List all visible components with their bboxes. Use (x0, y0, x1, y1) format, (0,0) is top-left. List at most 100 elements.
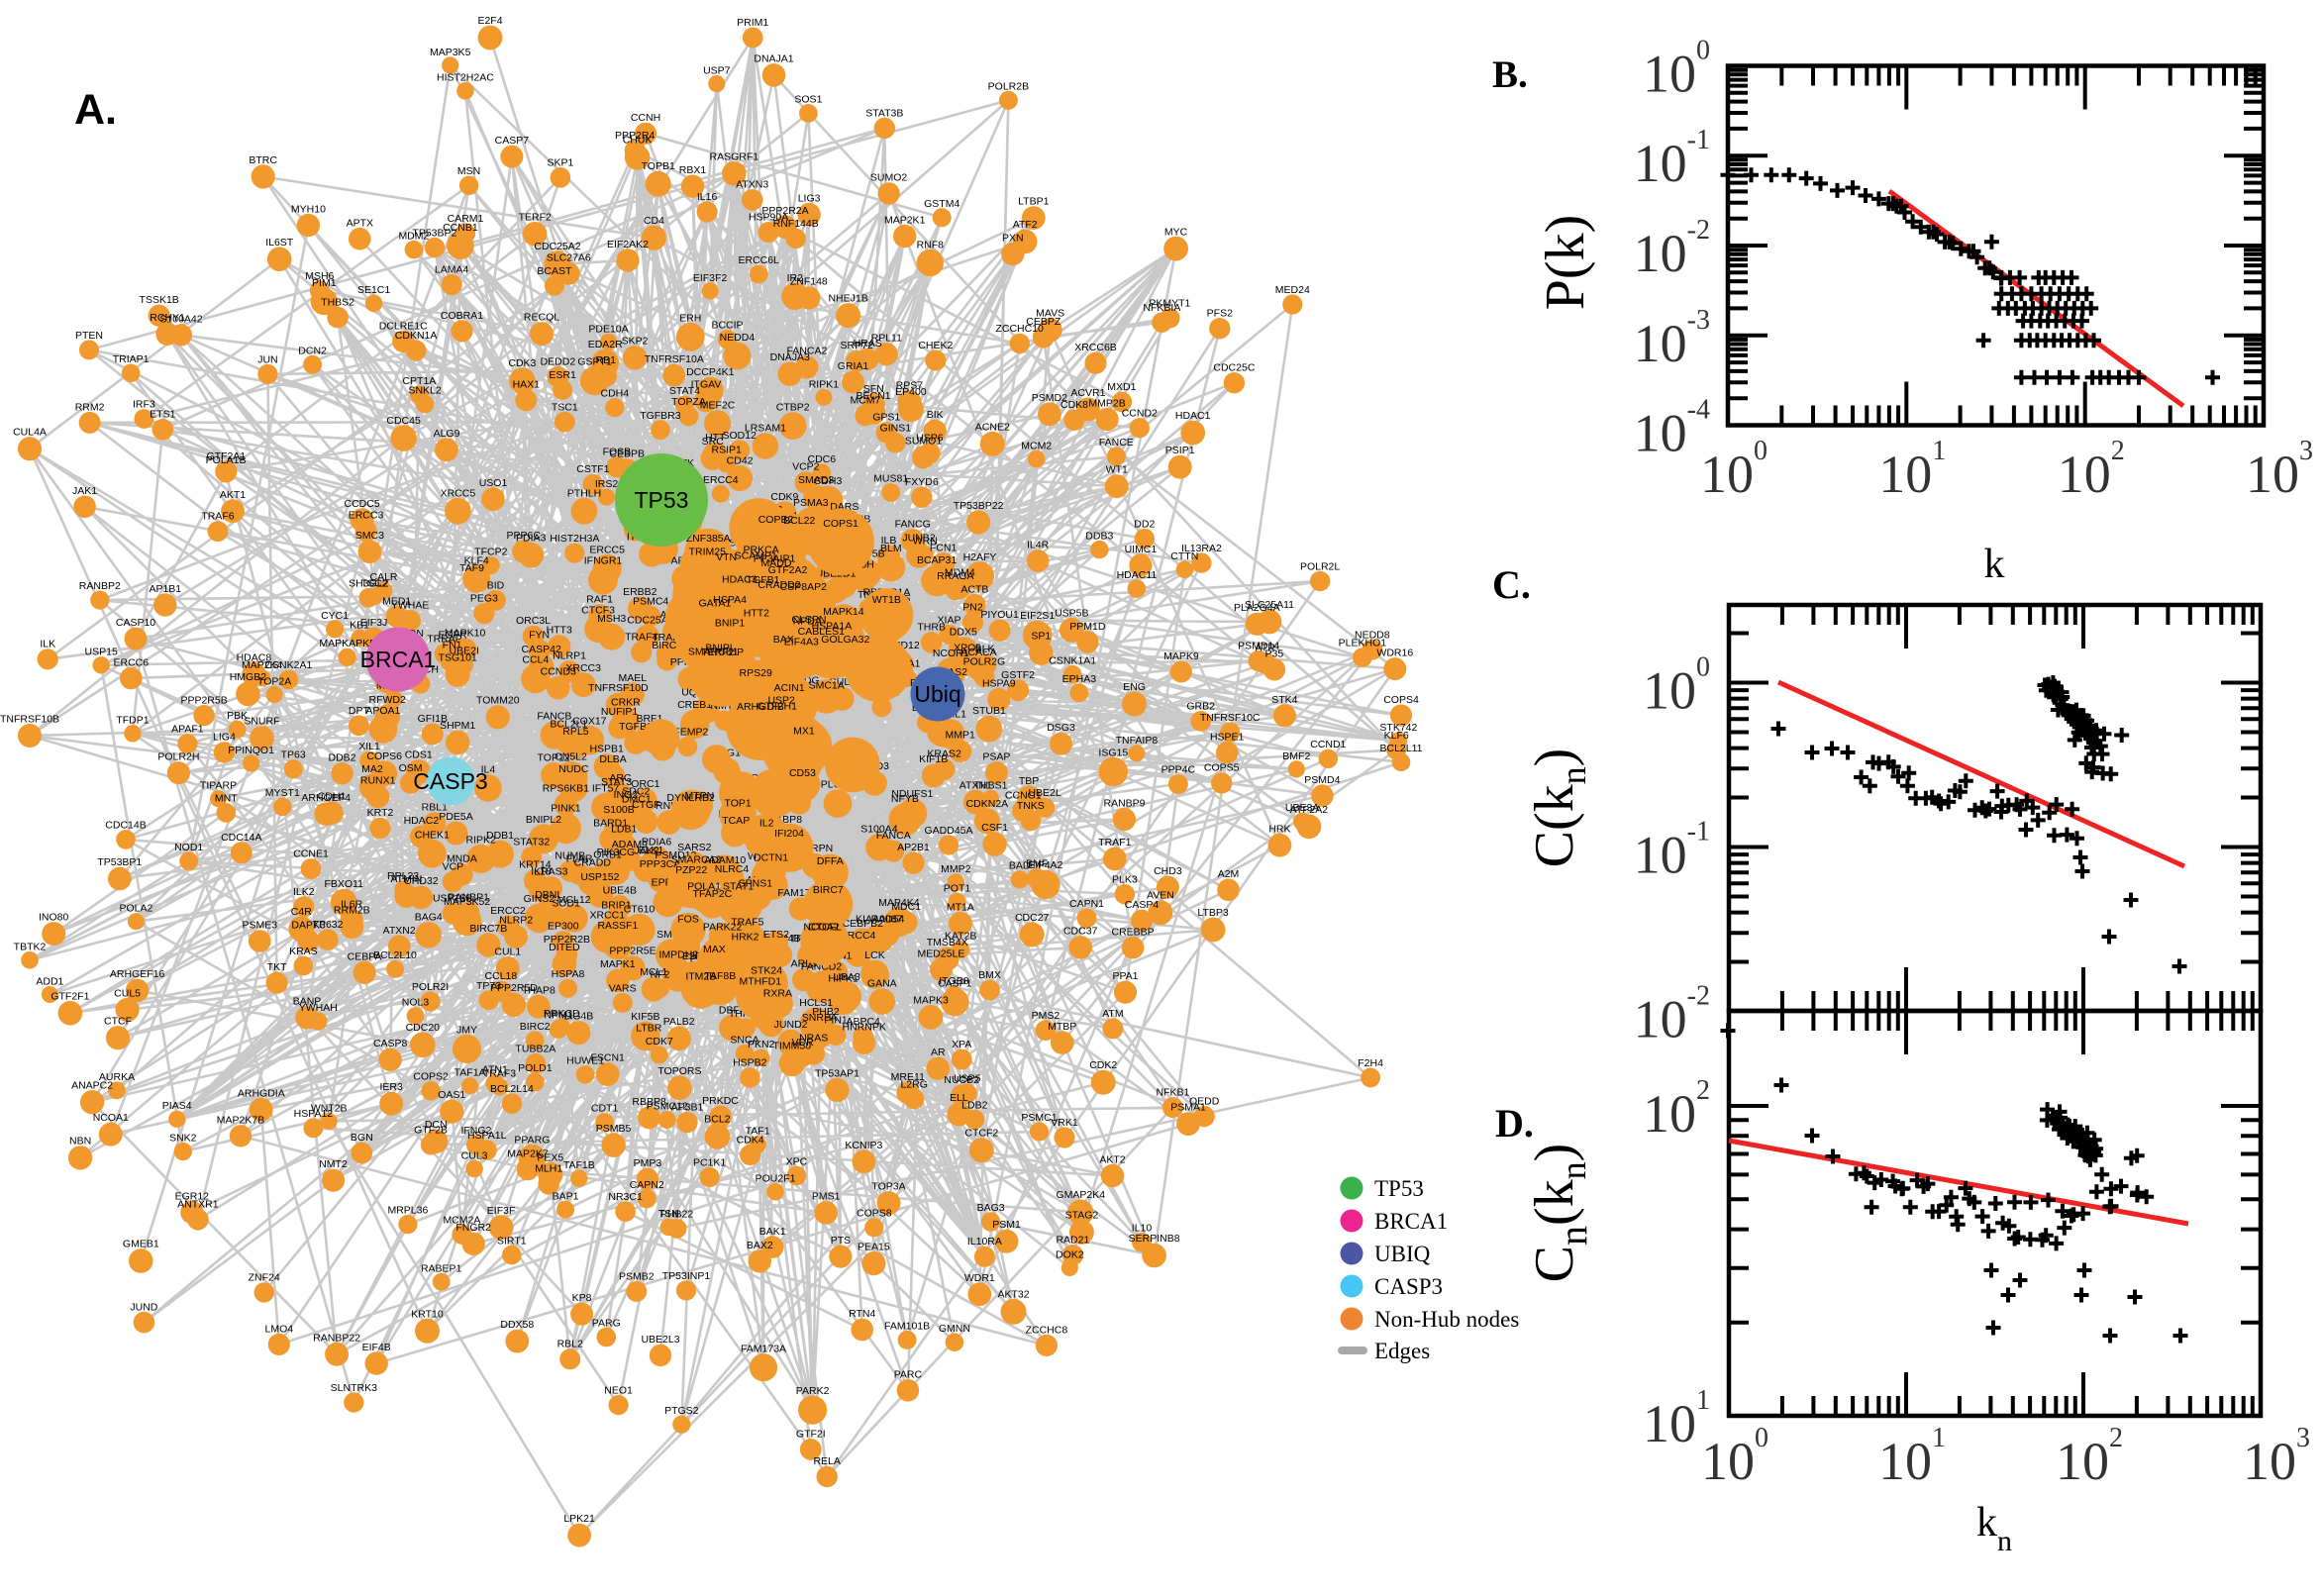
svg-text:CRADD: CRADD (574, 856, 612, 868)
svg-text:SH3GL2: SH3GL2 (349, 578, 388, 590)
svg-text:PMS2: PMS2 (1032, 1010, 1060, 1022)
svg-text:ERCC3: ERCC3 (349, 509, 384, 521)
svg-text:MAEL: MAEL (619, 672, 648, 684)
svg-text:SNRPA: SNRPA (802, 1012, 837, 1024)
svg-text:BAG3: BAG3 (977, 1202, 1005, 1214)
svg-text:CASP1: CASP1 (938, 977, 972, 989)
svg-text:CALR: CALR (369, 571, 397, 583)
svg-text:CCNE1: CCNE1 (293, 848, 329, 860)
svg-text:AVEN: AVEN (1147, 890, 1174, 902)
svg-text:BNIPL: BNIPL (705, 642, 736, 653)
svg-text:USP6: USP6 (916, 432, 944, 444)
svg-text:CASP3: CASP3 (1374, 1274, 1443, 1299)
svg-text:A.: A. (74, 86, 117, 134)
svg-text:ZNF385A: ZNF385A (686, 533, 731, 545)
svg-text:STAT32: STAT32 (513, 836, 550, 848)
svg-text:NUFIP1: NUFIP1 (601, 706, 639, 718)
svg-text:STUB1: STUB1 (972, 705, 1006, 717)
svg-text:TP53BP22: TP53BP22 (954, 500, 1004, 512)
svg-text:FNGR2: FNGR2 (455, 1222, 491, 1234)
svg-text:DMC1: DMC1 (622, 793, 652, 805)
svg-text:PTS: PTS (831, 1235, 851, 1247)
svg-text:CTBP2: CTBP2 (776, 402, 810, 414)
svg-text:DOK2: DOK2 (1056, 1248, 1084, 1260)
svg-text:CCL4: CCL4 (522, 653, 549, 665)
svg-text:DITED: DITED (549, 942, 580, 953)
svg-text:CTTN: CTTN (1170, 550, 1198, 562)
svg-text:EIF3F: EIF3F (487, 1205, 516, 1217)
svg-text:LTBP1: LTBP1 (1018, 196, 1049, 208)
svg-text:RXRA: RXRA (763, 987, 792, 999)
svg-text:CUL1: CUL1 (494, 947, 521, 958)
svg-text:DNAJA3: DNAJA3 (770, 351, 810, 363)
svg-text:AURKA: AURKA (99, 1071, 135, 1083)
svg-text:MNDA: MNDA (447, 853, 477, 865)
svg-text:Edges: Edges (1374, 1339, 1430, 1363)
svg-text:BLK: BLK (975, 644, 995, 655)
svg-text:RANBP1: RANBP1 (448, 891, 489, 903)
svg-text:FYN: FYN (529, 629, 550, 641)
svg-text:RCHY1: RCHY1 (150, 312, 185, 324)
svg-text:LIG4B: LIG4B (564, 1011, 594, 1023)
svg-text:FANCA2: FANCA2 (786, 346, 827, 357)
svg-text:TNFRSF10B: TNFRSF10B (0, 714, 59, 726)
svg-text:IL4R: IL4R (1027, 540, 1050, 551)
svg-text:FOS: FOS (677, 913, 699, 925)
svg-text:CCND1: CCND1 (1310, 739, 1346, 750)
svg-text:TRAF4: TRAF4 (625, 631, 657, 643)
svg-text:PLEKHO1: PLEKHO1 (1339, 638, 1387, 649)
svg-text:ZCCHC10: ZCCHC10 (995, 323, 1044, 335)
svg-text:CDC14B: CDC14B (105, 820, 146, 832)
svg-text:GMEB1: GMEB1 (123, 1239, 159, 1250)
svg-text:MUS81: MUS81 (873, 473, 908, 485)
svg-text:CDC14A: CDC14A (221, 832, 261, 844)
svg-text:PPP6C: PPP6C (506, 530, 541, 542)
svg-text:POLA2: POLA2 (119, 903, 152, 915)
svg-text:FAM173A: FAM173A (741, 1344, 786, 1355)
svg-text:GTF2I: GTF2I (796, 1429, 826, 1441)
svg-text:USP2: USP2 (767, 695, 795, 707)
svg-text:JAK2: JAK2 (635, 846, 659, 857)
svg-text:CHEK2: CHEK2 (918, 340, 953, 351)
svg-text:PDIA6: PDIA6 (642, 837, 672, 848)
svg-text:BNIP1: BNIP1 (715, 618, 746, 630)
svg-text:HAX1: HAX1 (513, 379, 541, 391)
svg-text:BMX: BMX (978, 969, 1001, 981)
svg-text:E2F4: E2F4 (477, 15, 502, 27)
svg-text:BIRC7B: BIRC7B (469, 923, 507, 935)
svg-text:LIG4: LIG4 (213, 732, 236, 744)
svg-text:CDK9: CDK9 (770, 491, 798, 503)
svg-text:PPP2R2A: PPP2R2A (761, 205, 808, 217)
svg-text:CDKN1A: CDKN1A (395, 330, 438, 342)
svg-text:CCNB1: CCNB1 (443, 222, 478, 234)
svg-text:EIF3J: EIF3J (360, 617, 387, 629)
svg-text:ATMIN: ATMIN (390, 873, 422, 885)
svg-text:P(k): P(k) (1535, 215, 1596, 310)
svg-text:TP53: TP53 (1374, 1176, 1424, 1201)
svg-text:BCAP31: BCAP31 (917, 554, 957, 566)
svg-text:CDC6: CDC6 (808, 453, 837, 465)
svg-text:HSPA9: HSPA9 (982, 677, 1016, 689)
svg-text:XIL1: XIL1 (358, 741, 380, 752)
svg-text:GTF2B: GTF2B (414, 1125, 448, 1137)
svg-text:MAPK3: MAPK3 (913, 995, 949, 1007)
svg-text:MAX: MAX (703, 944, 726, 955)
svg-text:ATXN3: ATXN3 (736, 179, 768, 191)
svg-text:TOPORS: TOPORS (657, 1065, 701, 1077)
svg-text:DDX58: DDX58 (500, 1319, 534, 1331)
svg-text:ABPC4: ABPC4 (846, 1016, 880, 1028)
svg-text:CD4: CD4 (644, 215, 664, 227)
svg-text:BRCA1: BRCA1 (1374, 1209, 1448, 1234)
svg-text:SNKL2: SNKL2 (408, 384, 441, 396)
svg-text:XPC: XPC (786, 1155, 808, 1167)
svg-text:CUL4A: CUL4A (13, 427, 47, 439)
svg-text:CCND2: CCND2 (1122, 408, 1158, 420)
svg-text:COPS5: COPS5 (1204, 762, 1240, 774)
svg-text:TNFRSF10D: TNFRSF10D (588, 682, 649, 694)
svg-text:TNKS: TNKS (1017, 800, 1045, 812)
svg-text:MSH6: MSH6 (305, 270, 334, 282)
svg-text:MED24: MED24 (1275, 284, 1310, 296)
svg-text:KRT14: KRT14 (519, 859, 552, 871)
svg-text:ERCC6: ERCC6 (114, 656, 150, 668)
svg-text:UBE2I: UBE2I (450, 646, 479, 657)
